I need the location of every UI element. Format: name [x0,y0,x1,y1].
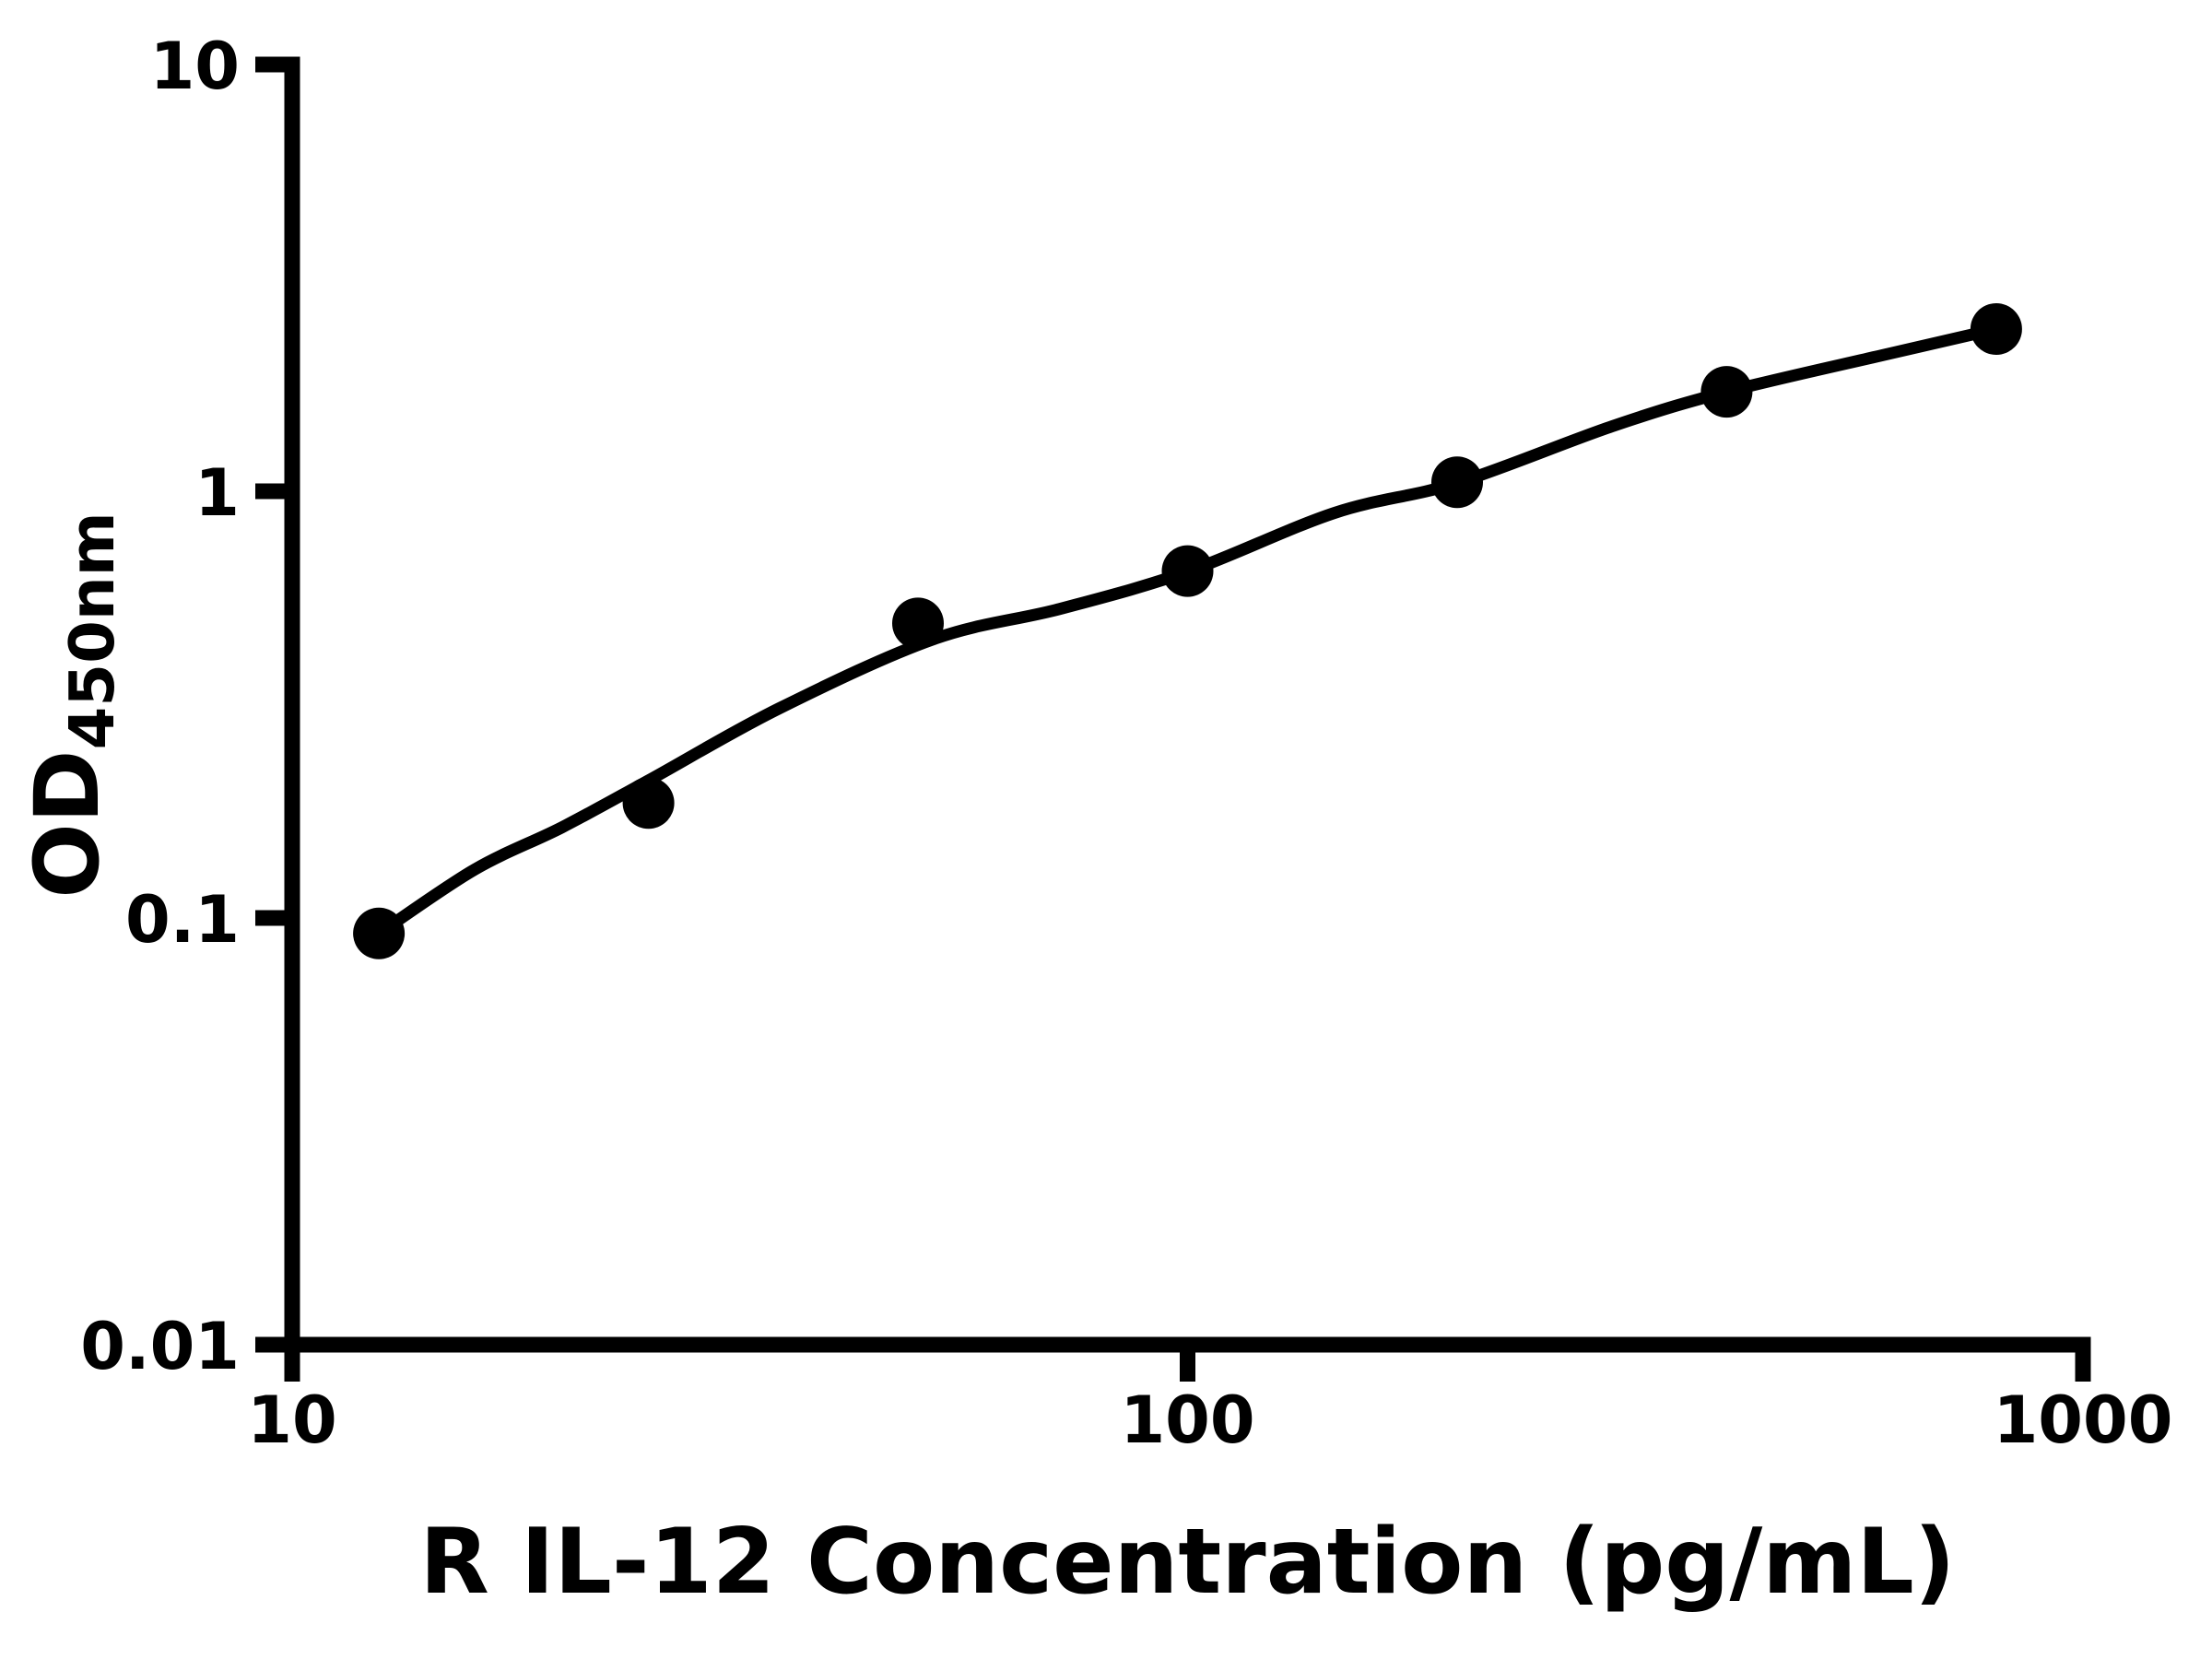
fit-curve-path [372,323,2003,940]
y-axis-title-main: OD [16,749,120,899]
data-point [1700,366,1753,418]
x-tick-label: 1000 [1994,1382,2173,1458]
data-point [622,777,675,830]
y-tick-label: 0.1 [125,882,240,958]
y-tick-label: 10 [150,29,240,104]
x-tick-label: 100 [1120,1382,1254,1458]
data-point [1970,303,2022,355]
data-point [892,597,944,650]
x-tick-label: 10 [247,1382,336,1458]
y-axis-title-subscript: 450nm [55,512,128,750]
y-axis-title: OD450nm [16,512,128,898]
data-point [1161,545,1214,597]
data-point [353,907,406,959]
y-tick-label: 1 [194,455,240,531]
data-point [1431,456,1483,509]
y-tick-label: 0.01 [80,1309,240,1384]
x-axis-title: R IL-12 Concentration (pg/mL) [419,1510,1956,1615]
